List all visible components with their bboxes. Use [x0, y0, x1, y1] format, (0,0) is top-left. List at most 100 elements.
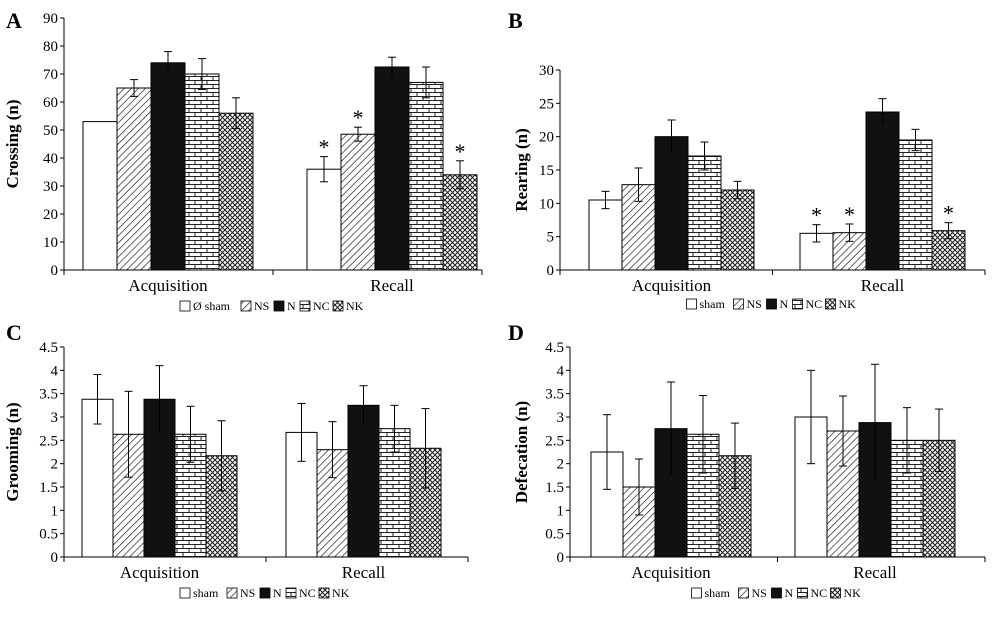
chart-panel-b: B Rearing (n) 0 5 10 15 20 25 30 Acquisition * * * Re…	[508, 8, 986, 311]
y-tick-label: 60	[43, 95, 58, 111]
y-tick-label: 80	[43, 39, 58, 55]
y-tick-label: 4.5	[39, 340, 58, 356]
y-tick-label: 40	[43, 151, 58, 167]
category-label: Acquisition	[128, 276, 208, 295]
y-tick-label: 1.5	[39, 480, 58, 496]
panel-letter: A	[6, 8, 22, 33]
legend: sham NS N NC NK	[691, 586, 861, 600]
y-tick-label: 4.5	[545, 340, 564, 356]
y-tick-label: 4	[51, 363, 59, 379]
category-label: Recall	[370, 276, 414, 295]
bar-nc-recall	[898, 139, 933, 271]
bar-nc-recall	[408, 81, 444, 271]
category-label: Acquisition	[120, 563, 200, 582]
y-tick-label: 20	[539, 130, 554, 146]
legend: Ø sham NS N NC NK	[179, 299, 364, 313]
legend-swatch	[179, 300, 191, 312]
legend-swatch	[179, 587, 191, 599]
significance-star: *	[353, 105, 364, 130]
bar-ns-acquisition	[116, 87, 152, 271]
significance-star: *	[811, 203, 822, 228]
legend-label: sham	[193, 586, 219, 600]
legend-swatch	[771, 587, 782, 599]
y-tick-label: 70	[43, 67, 58, 83]
bar-sham-acquisition	[82, 121, 118, 271]
significance-star: *	[455, 139, 466, 164]
legend-label: N	[273, 586, 282, 600]
legend-swatch	[259, 587, 271, 599]
y-tick-label: 4	[557, 363, 565, 379]
legend-swatch	[830, 587, 841, 599]
category-label: Acquisition	[631, 563, 711, 582]
legend-swatch	[797, 587, 808, 599]
bar-n-recall	[347, 404, 380, 558]
legend-label: N	[287, 299, 296, 313]
legend-label: sham	[705, 586, 731, 600]
legend-swatch	[738, 587, 749, 599]
legend-label: NC	[299, 586, 316, 600]
y-tick-label: 3.5	[545, 387, 564, 403]
chart-panel-a: A Crossing (n) 0 10 20 30 40 50 60 70 80 90 Acquisit…	[3, 8, 483, 313]
bar-n-acquisition	[654, 136, 689, 271]
legend: sham NS N NC NK	[179, 586, 350, 600]
panel-letter: B	[508, 8, 523, 33]
legend-swatch	[733, 298, 744, 310]
chart-panel-c: C Grooming (n) 0 0.5 1 1.5 2 2.5 3 3.5 4 4.5 Acquisi…	[3, 320, 469, 600]
y-tick-label: 3	[51, 410, 59, 426]
y-tick-label: 2	[557, 457, 565, 473]
category-label: Recall	[861, 276, 905, 295]
bar-sham-recall	[799, 232, 834, 271]
y-tick-label: 0	[51, 263, 59, 279]
y-tick-label: 2.5	[545, 433, 564, 449]
legend-swatch	[792, 298, 803, 310]
y-tick-label: 5	[547, 230, 555, 246]
panel-letter: D	[508, 320, 524, 345]
y-tick-label: 0	[51, 550, 59, 566]
y-tick-label: 2.5	[39, 433, 58, 449]
bar-nk-acquisition	[720, 189, 755, 271]
legend-label: N	[785, 586, 794, 600]
legend-label: NC	[313, 299, 330, 313]
legend-swatch	[686, 298, 697, 310]
y-axis-label: Grooming (n)	[3, 402, 22, 501]
legend-label: Ø sham	[193, 299, 231, 313]
y-tick-label: 1	[557, 503, 565, 519]
y-tick-label: 15	[539, 163, 554, 179]
category-label: Recall	[342, 563, 386, 582]
y-tick-label: 2	[51, 457, 59, 473]
legend-swatch	[299, 300, 311, 312]
legend-label: NS	[752, 586, 767, 600]
bar-ns-recall	[340, 133, 376, 271]
panel-letter: C	[6, 320, 22, 345]
category-label: Acquisition	[632, 276, 712, 295]
legend-label: NS	[240, 586, 255, 600]
legend-label: N	[780, 297, 789, 311]
y-tick-label: 0	[547, 263, 555, 279]
bar-nc-acquisition	[174, 433, 207, 558]
y-tick-label: 90	[43, 11, 58, 27]
y-tick-label: 3.5	[39, 387, 58, 403]
y-tick-label: 0.5	[545, 527, 564, 543]
y-tick-label: 1	[51, 503, 59, 519]
legend-swatch	[240, 300, 252, 312]
y-tick-label: 30	[539, 63, 554, 79]
bar-nk-acquisition	[218, 112, 254, 271]
legend-swatch	[273, 300, 285, 312]
legend-label: NS	[747, 297, 762, 311]
bar-nc-acquisition	[184, 73, 220, 271]
chart-panel-d: D Defecation (n) 0 0.5 1 1.5 2 2.5 3 3.5 4 4.5 Acqui…	[508, 320, 986, 600]
legend-label: NK	[346, 299, 364, 313]
bar-nc-acquisition	[687, 155, 722, 271]
legend: sham NS N NC NK	[686, 297, 856, 311]
y-tick-label: 10	[539, 196, 554, 212]
y-tick-label: 0	[557, 550, 565, 566]
legend-label: sham	[700, 297, 726, 311]
legend-label: NS	[254, 299, 269, 313]
bar-sham-recall	[306, 168, 342, 271]
legend-label: NK	[332, 586, 350, 600]
bar-sham-acquisition	[588, 199, 623, 271]
legend-label: NC	[811, 586, 828, 600]
y-axis-label: Defecation (n)	[512, 401, 531, 503]
legend-swatch	[691, 587, 702, 599]
